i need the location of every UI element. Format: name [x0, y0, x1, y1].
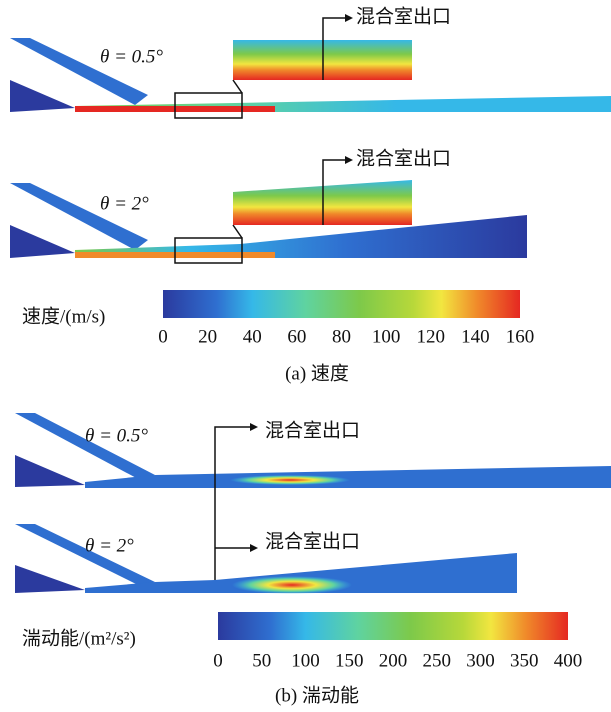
contour-a2	[10, 156, 527, 264]
colorbar	[163, 290, 520, 318]
case-label: θ = 0.5°	[100, 46, 163, 67]
case-label: θ = 0.5°	[85, 425, 148, 446]
colorbar-tick-label: 100	[291, 650, 320, 671]
colorbar-tick-label: 40	[243, 326, 262, 347]
colorbar-tick-label: 140	[461, 326, 490, 347]
colorbar-label: 湍动能/(m²/s²)	[22, 627, 136, 649]
outlet-label: 混合室出口	[265, 530, 360, 552]
colorbar-tick-label: 300	[466, 650, 495, 671]
colorbar-tick-label: 80	[332, 326, 351, 347]
outlet-label: 混合室出口	[265, 419, 360, 441]
colorbar-tick-label: 60	[287, 326, 306, 347]
outlet-label: 混合室出口	[356, 5, 451, 27]
colorbar-tick-label: 200	[379, 650, 408, 671]
case-label: θ = 2°	[100, 193, 149, 214]
contour-b1	[15, 413, 611, 580]
colorbar-tick-label: 350	[510, 650, 539, 671]
colorbar	[218, 612, 568, 640]
colorbar-tick-label: 100	[372, 326, 401, 347]
colorbar-tick-label: 120	[417, 326, 446, 347]
colorbar-tick-label: 400	[554, 650, 583, 671]
outlet-label: 混合室出口	[356, 147, 451, 169]
colorbar-tick-label: 50	[252, 650, 271, 671]
colorbar-tick-label: 150	[335, 650, 364, 671]
caption: (b) 湍动能	[275, 684, 359, 706]
colorbar-tick-label: 250	[423, 650, 452, 671]
colorbar-tick-label: 160	[506, 326, 535, 347]
colorbar-tick-label: 0	[213, 650, 223, 671]
colorbar-tick-label: 0	[158, 326, 168, 347]
contour-a1	[10, 14, 611, 119]
caption: (a) 速度	[285, 362, 349, 384]
contour-b2	[15, 524, 517, 594]
colorbar-label: 速度/(m/s)	[22, 305, 105, 327]
case-label: θ = 2°	[85, 535, 134, 556]
colorbar-tick-label: 20	[198, 326, 217, 347]
